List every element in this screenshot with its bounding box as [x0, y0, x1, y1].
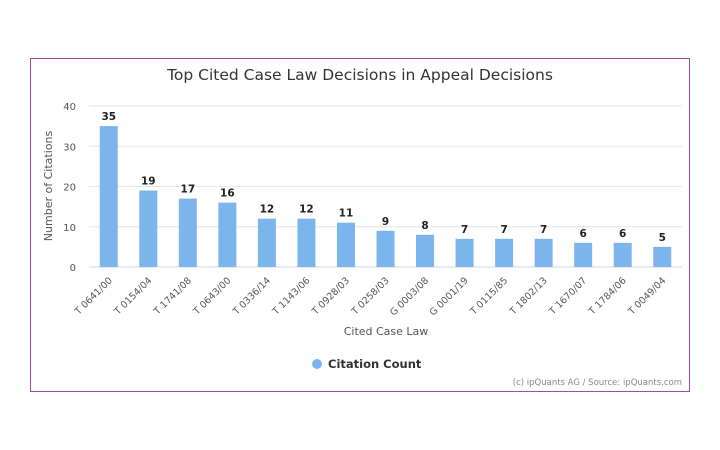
- y-tick-label: 20: [63, 183, 76, 194]
- x-tick-label: T 0258/03: [349, 275, 392, 318]
- x-tick-label: T 0115/85: [468, 275, 511, 318]
- x-tick-label: T 1670/07: [547, 275, 590, 318]
- bar[interactable]: [455, 238, 474, 267]
- chart-title: Top Cited Case Law Decisions in Appeal D…: [166, 66, 553, 84]
- bar[interactable]: [336, 222, 355, 267]
- x-axis-title: Cited Case Law: [344, 325, 429, 338]
- bar[interactable]: [495, 238, 514, 267]
- legend-marker[interactable]: [312, 359, 322, 369]
- y-tick-label: 10: [63, 223, 76, 234]
- bar[interactable]: [416, 234, 435, 267]
- data-label: 35: [101, 111, 116, 123]
- data-label: 11: [339, 208, 354, 220]
- x-tick-label: T 1784/06: [586, 275, 629, 318]
- x-tick-label: T 0336/14: [230, 275, 273, 318]
- y-tick-label: 0: [70, 263, 76, 274]
- x-tick-label: G 0003/08: [388, 275, 431, 318]
- data-label: 7: [500, 224, 507, 236]
- x-tick-label: T 0928/03: [309, 275, 352, 318]
- chart-frame: [30, 58, 690, 392]
- data-label: 5: [659, 232, 666, 244]
- data-label: 17: [181, 184, 196, 196]
- data-label: 7: [461, 224, 468, 236]
- bar[interactable]: [613, 242, 632, 267]
- bar[interactable]: [653, 246, 672, 267]
- data-label: 12: [260, 204, 275, 216]
- bar[interactable]: [139, 190, 158, 267]
- data-label: 19: [141, 176, 156, 188]
- bar[interactable]: [534, 238, 553, 267]
- y-tick-label: 40: [63, 102, 76, 113]
- data-label: 8: [421, 220, 428, 232]
- bar[interactable]: [99, 126, 118, 267]
- bar[interactable]: [574, 242, 593, 267]
- x-tick-label: T 0049/04: [626, 275, 669, 318]
- x-tick-label: T 1741/08: [151, 275, 194, 318]
- bar[interactable]: [178, 198, 197, 267]
- bar[interactable]: [257, 218, 276, 267]
- x-tick-label: T 0643/00: [191, 275, 234, 318]
- y-tick-label: 30: [63, 142, 76, 153]
- legend-item[interactable]: Citation Count: [328, 357, 422, 371]
- x-tick-label: T 1802/13: [507, 275, 550, 318]
- credits: (c) ipQuants AG / Source: ipQuants.com: [513, 378, 682, 388]
- x-tick-label: G 0001/19: [428, 275, 471, 318]
- bar[interactable]: [376, 230, 395, 267]
- data-label: 16: [220, 188, 235, 200]
- data-label: 6: [619, 228, 626, 240]
- bar[interactable]: [218, 202, 237, 267]
- x-tick-label: T 0641/00: [72, 275, 115, 318]
- bar[interactable]: [297, 218, 316, 267]
- x-tick-label: T 1143/06: [270, 275, 313, 318]
- data-label: 12: [299, 204, 314, 216]
- data-label: 7: [540, 224, 547, 236]
- y-axis-title: Number of Citations: [42, 131, 55, 242]
- x-tick-label: T 0154/04: [112, 275, 155, 318]
- data-label: 6: [580, 228, 587, 240]
- data-label: 9: [382, 216, 389, 228]
